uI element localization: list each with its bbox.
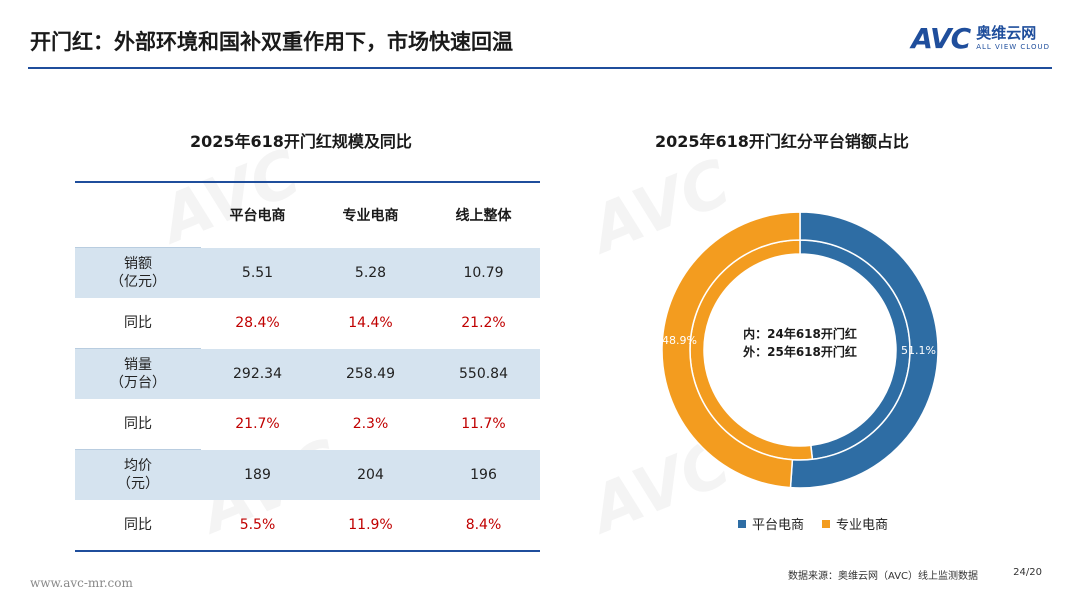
table-cell: 292.34	[201, 348, 314, 399]
table-cell: 11.7%	[461, 416, 506, 433]
chart-title: 2025年618开门红分平台销额占比	[655, 132, 909, 151]
table-row: 均价 （元） 189 204 196	[75, 449, 540, 500]
table-title: 2025年618开门红规模及同比	[190, 132, 412, 151]
row-label: 同比	[124, 415, 152, 432]
table-cell: 5.28	[314, 247, 427, 298]
slice-label: 48.9%	[662, 334, 697, 347]
donut-slice	[789, 211, 939, 489]
table-cell: 189	[201, 449, 314, 500]
legend-swatch	[822, 519, 831, 528]
table-cell: 10.79	[427, 247, 540, 298]
table-cell: 5.5%	[239, 517, 276, 533]
metrics-table: 平台电商 专业电商 线上整体 销额 （亿元） 5.51 5.28 10.79 同比 28.…	[75, 181, 540, 552]
row-label: 销量 （万台）	[75, 348, 201, 399]
column-header: 平台电商	[229, 208, 286, 225]
website-url: www.avc-mr.com	[30, 576, 133, 590]
row-label: 均价 （元）	[75, 449, 201, 500]
table-cell: 28.4%	[235, 315, 280, 332]
table-cell: 196	[427, 449, 540, 500]
page-number: 24/20	[1013, 567, 1042, 578]
donut-chart: 48.2% 51.8% 51.1% 48.9% 内：24年618开门红外：25年618开…	[661, 211, 939, 489]
chart-legend: 平台电商 专业电商	[738, 514, 888, 533]
row-label: 同比	[124, 516, 152, 533]
column-header: 专业电商	[342, 208, 399, 225]
brand-logo: AVC 奥维云网 ALL VIEW CLOUD	[911, 22, 1050, 55]
table-row: 同比 21.7% 2.3% 11.7%	[75, 399, 540, 450]
logo-en: ALL VIEW CLOUD	[976, 43, 1050, 51]
legend-item: 专业电商	[822, 514, 888, 533]
legend-label: 专业电商	[836, 518, 889, 533]
table-cell: 14.4%	[348, 315, 393, 332]
table-cell: 21.2%	[461, 315, 506, 332]
page-title: 开门红：外部环境和国补双重作用下，市场快速回温	[30, 30, 513, 54]
table-cell: 550.84	[427, 348, 540, 399]
table-row: 销量 （万台） 292.34 258.49 550.84	[75, 348, 540, 399]
header-divider	[28, 67, 1052, 69]
logo-text: 奥维云网 ALL VIEW CLOUD	[976, 26, 1050, 51]
row-label: 同比	[124, 314, 152, 331]
column-header: 线上整体	[455, 208, 512, 225]
table-cell: 5.51	[201, 247, 314, 298]
data-source: 数据来源：奥维云网（AVC）线上监测数据	[788, 571, 979, 582]
center-label: 内：24年618开门红	[743, 326, 857, 341]
legend-swatch	[738, 519, 746, 528]
logo-mark: AVC	[911, 22, 971, 55]
slice-label: 48.2%	[847, 334, 882, 347]
table-cell: 204	[314, 449, 427, 500]
table-cell: 8.4%	[465, 517, 502, 533]
row-label: 销额 （亿元）	[75, 247, 201, 298]
legend-item: 平台电商	[738, 514, 804, 533]
donut-slice	[661, 211, 801, 489]
table-row: 同比 28.4% 14.4% 21.2%	[75, 298, 540, 349]
slice-label: 51.1%	[901, 344, 936, 357]
corner-cell	[75, 182, 201, 248]
table-cell: 2.3%	[352, 416, 389, 433]
slice-label: 51.8%	[718, 344, 753, 357]
table-cell: 11.9%	[348, 517, 393, 533]
table-header-row: 平台电商 专业电商 线上整体	[75, 182, 540, 248]
table-row: 同比 5.5% 11.9% 8.4%	[75, 500, 540, 551]
table-cell: 21.7%	[235, 416, 280, 433]
table-cell: 258.49	[314, 348, 427, 399]
legend-label: 平台电商	[752, 518, 805, 533]
table-row: 销额 （亿元） 5.51 5.28 10.79	[75, 247, 540, 298]
center-label: 外：25年618开门红	[743, 344, 857, 359]
logo-cn: 奥维云网	[976, 24, 1037, 42]
